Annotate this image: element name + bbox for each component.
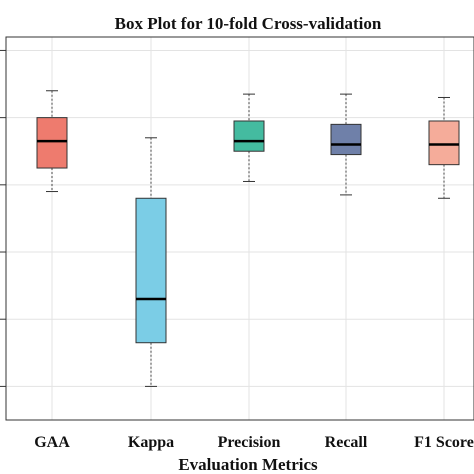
- x-tick-labels: GAA Kappa Precision Recall F1 Score: [34, 434, 474, 451]
- box-precision: [233, 93, 265, 182]
- x-tick-label: F1 Score: [414, 434, 474, 451]
- grid-lines: [6, 37, 474, 420]
- x-tick-label: Precision: [218, 434, 281, 451]
- box-iqr: [330, 123, 362, 156]
- x-tick-label: Recall: [325, 434, 368, 451]
- box-kappa: [135, 137, 167, 387]
- x-tick-label: GAA: [34, 434, 70, 451]
- box-iqr: [36, 117, 68, 169]
- y-ticks: [0, 49, 6, 387]
- plot-frame: [5, 36, 474, 421]
- box-iqr: [233, 120, 265, 152]
- box-series: [36, 90, 460, 387]
- box-recall: [330, 93, 362, 196]
- x-axis-title: Evaluation Metrics: [178, 455, 318, 474]
- chart-title: Box Plot for 10-fold Cross-validation: [115, 14, 382, 33]
- box-gaa: [36, 90, 68, 193]
- box-iqr: [428, 120, 460, 166]
- x-tick-label: Kappa: [128, 434, 174, 451]
- box-iqr: [135, 197, 167, 344]
- box-f1-score: [428, 96, 460, 199]
